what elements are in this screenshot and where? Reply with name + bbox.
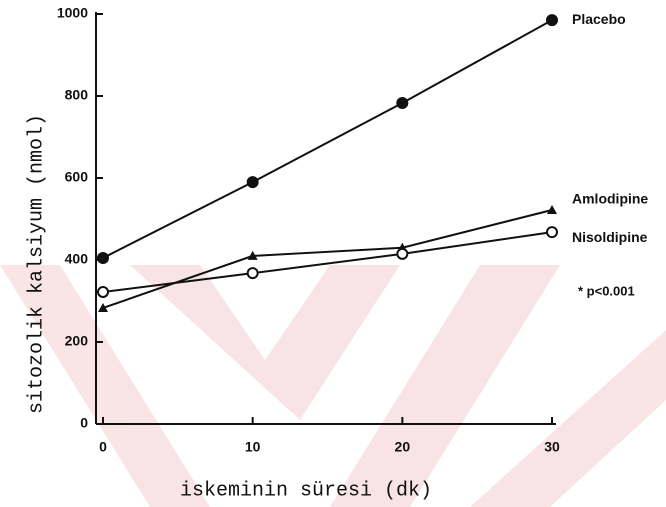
y-tick-label: 1000 <box>57 5 88 21</box>
y-tick-label: 800 <box>65 87 89 103</box>
y-tick-label: 200 <box>65 333 89 349</box>
y-tick-label: 600 <box>65 169 89 185</box>
y-axis-label: sitozolik kalsiyum (nmol) <box>25 114 48 414</box>
series-line <box>102 231 553 293</box>
y-tick-label: 0 <box>80 415 88 431</box>
point <box>97 285 109 298</box>
point <box>546 226 558 239</box>
point <box>396 247 409 260</box>
annotation: * p<0.001 <box>578 283 635 298</box>
point <box>246 267 259 280</box>
series-line <box>102 19 553 259</box>
point <box>396 96 409 109</box>
x-tick-label: 10 <box>245 439 261 455</box>
x-tick-label: 0 <box>99 439 107 455</box>
point <box>247 250 258 260</box>
point <box>246 176 259 189</box>
point <box>97 251 109 264</box>
series-label: Nisoldipine <box>572 229 648 245</box>
point <box>547 204 557 214</box>
x-tick-label: 30 <box>544 439 560 455</box>
point <box>546 14 558 27</box>
series-label: Placebo <box>572 11 626 27</box>
y-tick-label: 400 <box>65 251 89 267</box>
series-label: Amlodipine <box>572 191 648 207</box>
point <box>98 302 108 312</box>
watermark <box>0 265 666 507</box>
x-tick-label: 20 <box>395 439 411 455</box>
x-axis-label: iskeminin süresi (dk) <box>180 479 432 502</box>
